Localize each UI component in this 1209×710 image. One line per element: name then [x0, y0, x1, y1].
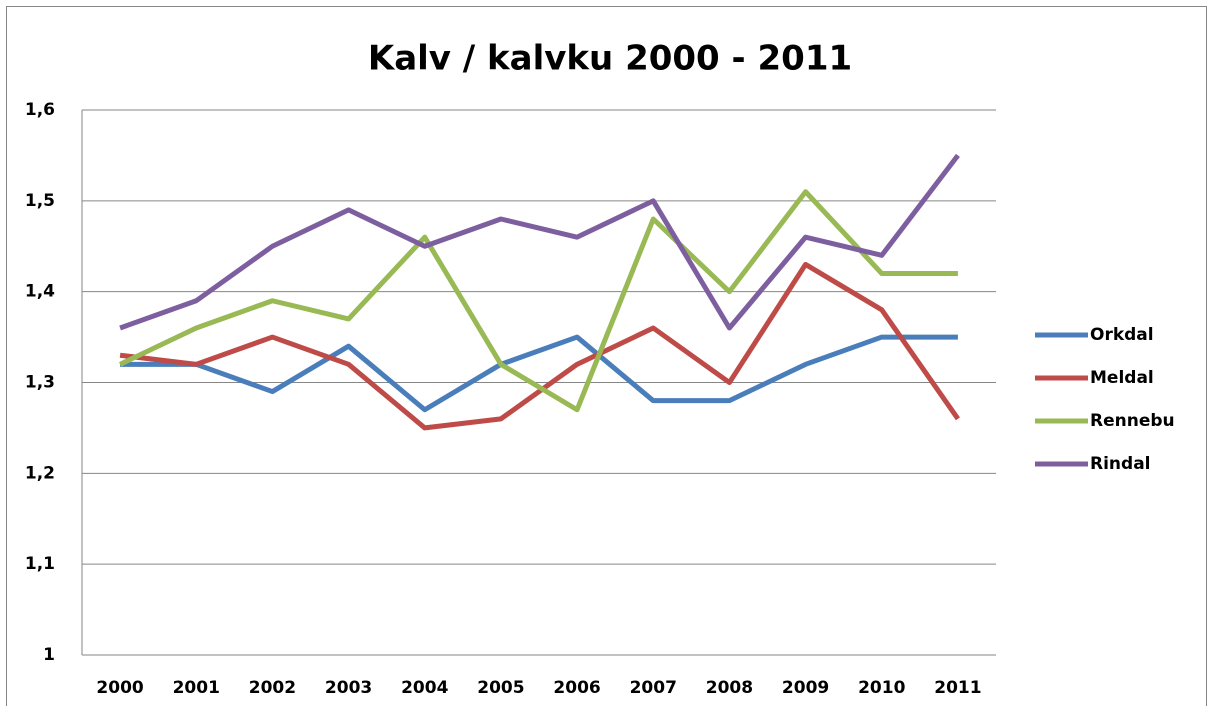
- series-line: [120, 334, 958, 413]
- series-line: [119, 261, 960, 431]
- x-tick-label: 2005: [477, 678, 524, 698]
- x-tick-label: 2002: [249, 678, 296, 698]
- series-line: [119, 153, 960, 331]
- chart-frame: [6, 6, 1207, 710]
- x-tick-label: 2001: [173, 678, 220, 698]
- x-tick-label: 2010: [858, 678, 905, 698]
- y-tick-label: 1,4: [25, 282, 55, 302]
- x-tick-label: 2009: [782, 678, 829, 698]
- y-tick-label: 1,3: [25, 373, 55, 393]
- y-tick-label: 1: [43, 645, 55, 665]
- chart-title: Kalv / kalvku 2000 - 2011: [368, 39, 852, 79]
- legend-label: Meldal: [1090, 368, 1154, 388]
- x-tick-label: 2000: [96, 678, 143, 698]
- x-tick-label: 2008: [706, 678, 753, 698]
- legend-label: Rindal: [1090, 454, 1151, 474]
- legend-label: Rennebu: [1090, 411, 1175, 431]
- x-tick-label: 2006: [553, 678, 600, 698]
- y-tick-label: 1,1: [25, 554, 55, 574]
- x-tick-label: 2011: [934, 678, 981, 698]
- x-tick-label: 2004: [401, 678, 448, 698]
- x-tick-label: 2007: [630, 678, 677, 698]
- x-tick-label: 2003: [325, 678, 372, 698]
- y-tick-label: 1,2: [25, 463, 55, 483]
- series-line: [119, 189, 958, 413]
- legend-label: Orkdal: [1090, 325, 1154, 345]
- y-tick-label: 1,5: [25, 191, 55, 211]
- y-tick-label: 1,6: [25, 100, 55, 120]
